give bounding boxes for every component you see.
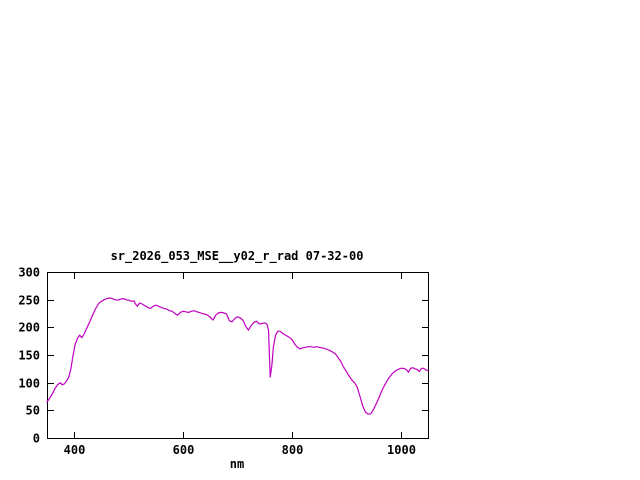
x-tick-label: 600: [173, 443, 195, 457]
y-tick-label: 50: [26, 404, 40, 418]
x-axis-label: nm: [230, 457, 244, 471]
spectrum-line: [46, 297, 429, 415]
y-tick-label: 100: [18, 377, 40, 391]
plot-area: 400 600 800 1000 0 50 100 150 200 250 300: [18, 266, 429, 457]
x-tick-label: 1000: [387, 443, 416, 457]
y-tick-label: 150: [18, 349, 40, 363]
y-tick-label: 300: [18, 266, 40, 280]
chart-title: sr_2026_053_MSE__y02_r_rad 07-32-00: [111, 249, 364, 264]
y-tick-label: 250: [18, 294, 40, 308]
x-tick-label: 800: [282, 443, 304, 457]
y-tick-label: 200: [18, 321, 40, 335]
y-tick-label: 0: [33, 432, 40, 446]
plot-border: [47, 272, 429, 439]
x-tick-label: 400: [64, 443, 86, 457]
